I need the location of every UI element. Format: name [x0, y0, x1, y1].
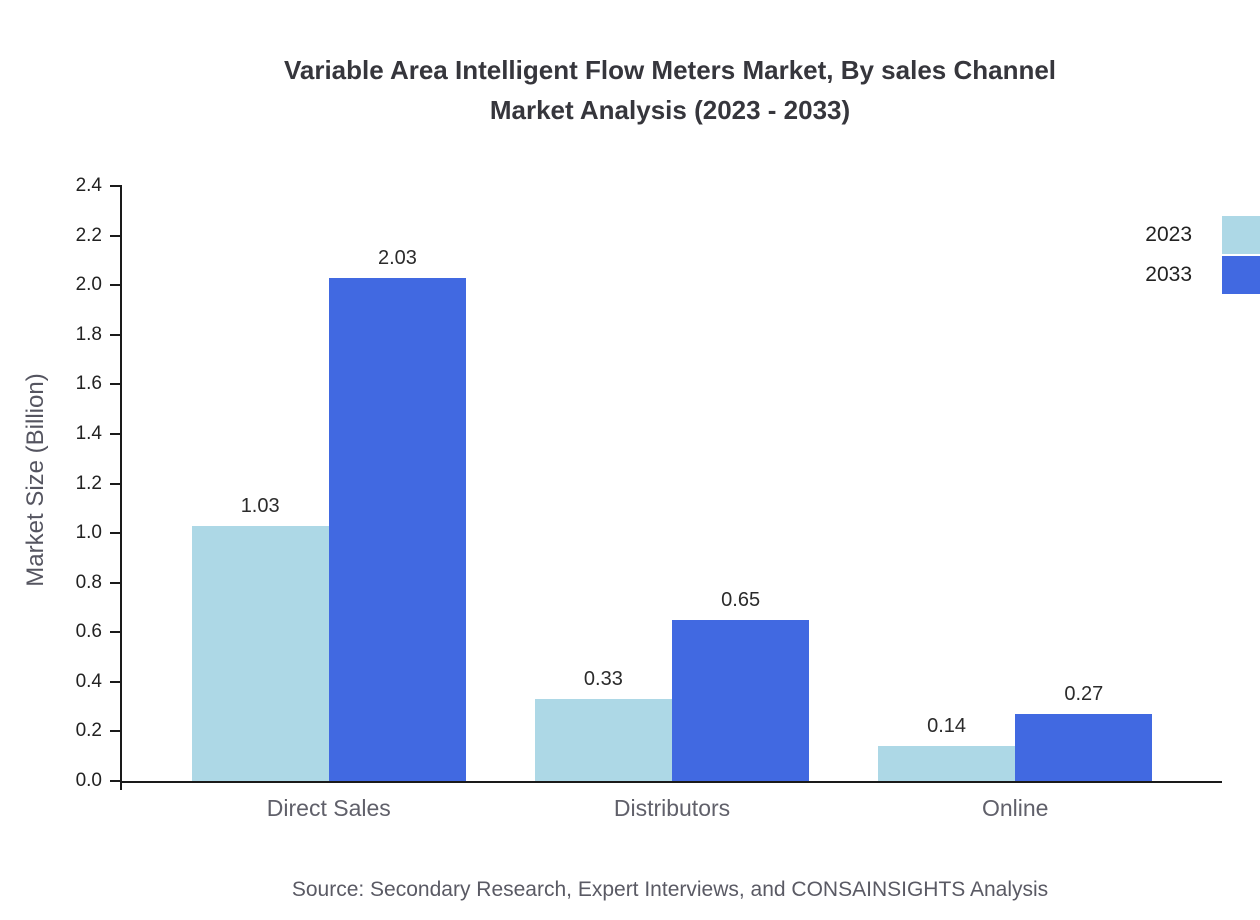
y-axis-tick-mark	[110, 581, 122, 584]
y-axis-tick-mark	[110, 284, 122, 287]
chart-title: Variable Area Intelligent Flow Meters Ma…	[120, 50, 1220, 130]
plot-area: 0.0 0.2 0.4 0.6 0.8 1.0 1.2 1.4 1.6 1.8 2.0 2.2 2.4 …	[76, 175, 1222, 821]
y-axis-tick-mark	[110, 333, 122, 336]
y-axis-tick-mark	[110, 234, 122, 237]
y-axis-tick-label: 1.0	[75, 522, 102, 544]
y-axis-tick-label: 0.2	[75, 720, 102, 742]
legend-item-2023: 2023	[1145, 216, 1260, 254]
bar-2033-direct-sales	[328, 277, 467, 781]
y-axis-tick-mark	[110, 680, 122, 683]
y-axis-tick-label: 0.0	[75, 770, 102, 791]
bar-value-label-2023-online: 0.14	[927, 715, 967, 738]
y-axis-tick-mark	[110, 185, 122, 187]
bar-2023-direct-sales	[191, 525, 329, 781]
y-axis-tick-mark	[110, 631, 122, 634]
y-axis-tick-label: 2.4	[75, 175, 102, 196]
legend-swatch-2023	[1222, 216, 1260, 254]
category-label-direct-sales: Direct Sales	[266, 795, 391, 821]
y-axis-tick-label: 1.2	[75, 472, 102, 494]
chart-title-line-2: Market Analysis (2023 - 2033)	[489, 95, 851, 125]
category-label-distributors: Distributors	[613, 795, 731, 821]
bar-value-label-2033-online: 0.27	[1064, 683, 1104, 706]
legend-label-2033: 2033	[1145, 263, 1192, 286]
chart-title-line-1: Variable Area Intelligent Flow Meters Ma…	[283, 55, 1057, 85]
y-axis-tick-label: 0.4	[75, 670, 102, 692]
y-axis-tick-mark	[110, 730, 122, 733]
y-axis-tick-mark	[110, 482, 122, 485]
y-axis-tick-mark	[110, 432, 122, 435]
y-axis-tick-label: 0.6	[75, 621, 102, 643]
y-axis-tick-mark	[110, 383, 122, 386]
bar-value-label-2023-direct-sales: 1.03	[240, 494, 280, 517]
y-axis-tick-mark	[110, 532, 122, 535]
y-axis-tick-label: 0.8	[75, 571, 102, 593]
bar-2033-online	[1015, 714, 1153, 781]
legend-item-2033: 2033	[1145, 256, 1260, 294]
y-axis-tick-label: 1.8	[75, 323, 102, 345]
bar-value-label-2033-distributors: 0.65	[721, 588, 761, 611]
y-axis-tick-label: 2.2	[75, 224, 102, 246]
bar-2023-distributors	[534, 699, 672, 781]
bar-2023-online	[877, 746, 1016, 781]
legend: 2023 2033	[1145, 216, 1260, 294]
bar-value-label-2023-distributors: 0.33	[583, 668, 623, 691]
source-note: Source: Secondary Research, Expert Inter…	[291, 878, 1049, 901]
bar-value-label-2033-direct-sales: 2.03	[377, 246, 417, 269]
bar-2033-distributors	[672, 619, 810, 781]
y-axis-tick-label: 2.0	[75, 274, 102, 296]
y-axis-tick-label: 1.6	[75, 373, 102, 395]
y-axis-tick-mark	[110, 780, 122, 782]
legend-swatch-2033	[1222, 256, 1260, 294]
category-label-online: Online	[981, 795, 1049, 821]
y-axis-tick-label: 1.4	[75, 422, 102, 444]
legend-label-2023: 2023	[1145, 223, 1192, 246]
